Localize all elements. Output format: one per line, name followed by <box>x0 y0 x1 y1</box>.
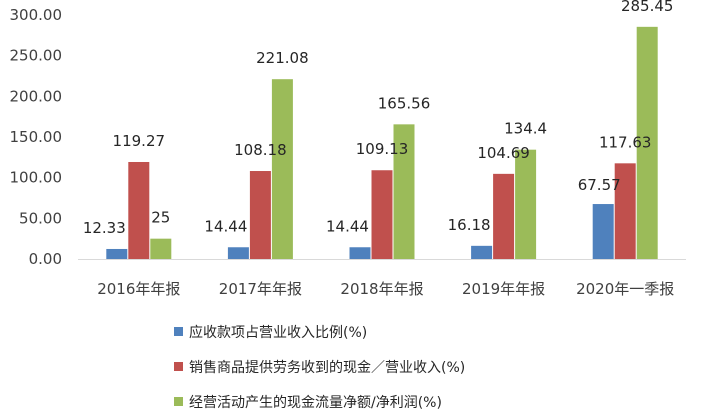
x-category-label: 2019年年报 <box>462 280 545 298</box>
legend-label: 经营活动产生的现金流量净额/净利润(%) <box>189 395 442 411</box>
y-axis: 0.00 50.00 100.00 150.00 200.00 250.00 300.00 <box>10 6 63 268</box>
bar-series-1-5 <box>592 204 614 259</box>
data-label-series-1-1: 12.33 <box>83 219 126 237</box>
legend-swatch <box>174 327 183 336</box>
legend-label: 应收款项占营业收入比例(%) <box>189 324 367 341</box>
bar-series-3-2 <box>271 79 293 259</box>
bar-series-3-4 <box>515 149 537 259</box>
bar-series-1-2 <box>227 247 249 259</box>
bars-group <box>106 26 658 259</box>
x-category-label: 2018年年报 <box>340 280 423 298</box>
data-label-series-3-5: 285.45 <box>621 0 674 15</box>
bar-series-1-1 <box>106 248 128 259</box>
legend-item-1: 应收款项占营业收入比例(%) <box>174 324 367 341</box>
bar-series-1-4 <box>471 245 493 259</box>
legend-swatch <box>174 397 183 406</box>
y-tick-label: 100.00 <box>10 169 63 187</box>
bar-series-1-3 <box>349 247 371 259</box>
y-tick-label: 0.00 <box>29 250 62 268</box>
data-label-series-1-4: 16.18 <box>448 216 491 234</box>
bar-series-3-5 <box>636 26 658 259</box>
data-label-series-2-2: 108.18 <box>234 141 287 159</box>
data-label-series-2-1: 119.27 <box>113 132 166 150</box>
x-axis: 2016年年报 2017年年报 2018年年报 2019年年报 2020年一季报 <box>78 259 686 298</box>
data-label-series-1-3: 14.44 <box>326 217 369 235</box>
legend-item-3: 经营活动产生的现金流量净额/净利润(%) <box>174 395 442 411</box>
bar-series-3-3 <box>393 124 415 259</box>
data-label-series-2-4: 104.69 <box>477 144 530 162</box>
x-category-label: 2016年年报 <box>97 280 180 298</box>
data-label-series-1-5: 67.57 <box>578 176 621 194</box>
data-label-series-3-3: 165.56 <box>378 94 431 112</box>
legend-label: 销售商品提供劳务收到的现金／营业收入(%) <box>189 360 465 376</box>
x-category-label: 2020年一季报 <box>576 280 674 298</box>
data-label-series-3-4: 134.4 <box>504 120 547 138</box>
bar-series-2-5 <box>614 163 636 259</box>
y-tick-label: 50.00 <box>19 209 62 227</box>
data-label-series-1-2: 14.44 <box>204 217 247 235</box>
data-label-series-2-3: 109.13 <box>356 140 409 158</box>
data-label-series-3-2: 221.08 <box>256 49 309 67</box>
bar-series-2-3 <box>371 170 393 259</box>
data-labels-group: 12.33 119.27 25 14.44 108.18 221.08 14.44 109.1… <box>83 0 674 237</box>
legend-swatch <box>174 362 183 371</box>
bar-series-3-1 <box>150 238 172 259</box>
data-label-series-3-1: 25 <box>151 209 170 227</box>
bar-series-2-1 <box>128 161 150 259</box>
legend-item-2: 销售商品提供劳务收到的现金／营业收入(%) <box>174 360 465 376</box>
data-label-series-2-5: 117.63 <box>599 133 652 151</box>
y-tick-label: 300.00 <box>10 6 63 24</box>
legend: 应收款项占营业收入比例(%) 销售商品提供劳务收到的现金／营业收入(%) 经营活动产… <box>174 324 465 411</box>
y-tick-label: 150.00 <box>10 128 63 146</box>
y-tick-label: 200.00 <box>10 87 63 105</box>
y-tick-label: 250.00 <box>10 47 63 65</box>
bar-series-2-2 <box>249 171 271 259</box>
x-category-label: 2017年年报 <box>219 280 302 298</box>
bar-series-2-4 <box>493 173 515 259</box>
